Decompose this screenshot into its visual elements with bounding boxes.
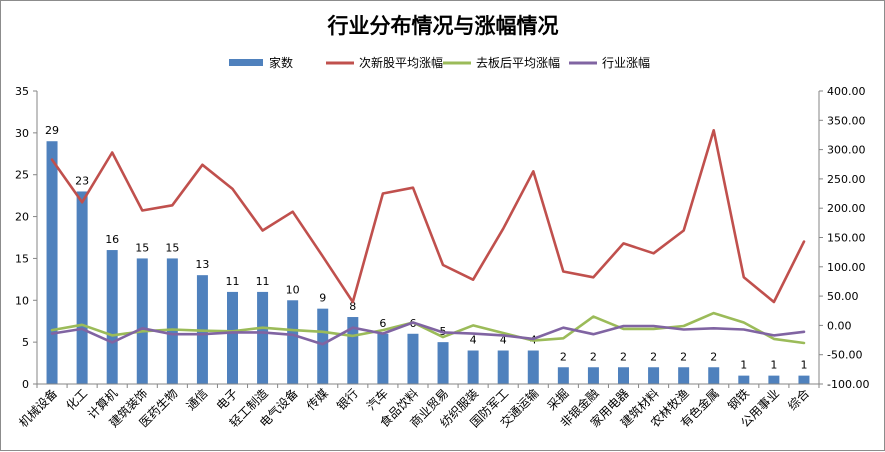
bar-4 <box>167 258 178 384</box>
left-tick-label-3: 15 <box>15 252 29 265</box>
x-category-label-9: 传媒 <box>303 386 331 414</box>
left-tick-label-7: 35 <box>15 85 29 98</box>
bar-25 <box>798 376 809 384</box>
line-series-group <box>52 130 804 344</box>
right-tick-label-2: 0.00 <box>827 319 852 332</box>
legend-label-3: 行业涨幅 <box>602 55 650 70</box>
line-series-1 <box>52 130 804 302</box>
bar-label-23: 1 <box>740 359 747 372</box>
right-tick-label-1: -50.00 <box>827 349 862 362</box>
x-category-label-0: 机械设备 <box>16 386 61 431</box>
right-tick-label-7: 250.00 <box>827 173 866 186</box>
bar-6 <box>227 292 238 384</box>
legend-label-2: 去板后平均涨幅 <box>476 55 560 70</box>
bar-20 <box>648 367 659 384</box>
x-category-label-5: 通信 <box>184 386 211 413</box>
bar-label-22: 2 <box>710 350 717 363</box>
bar-label-19: 2 <box>620 350 627 363</box>
bar-16 <box>528 351 539 384</box>
bar-21 <box>678 367 689 384</box>
x-category-label-11: 汽车 <box>363 386 391 414</box>
legend-label-1: 次新股平均涨幅 <box>359 55 443 70</box>
legend-label-0: 家数 <box>269 55 293 70</box>
right-tick-label-5: 150.00 <box>827 232 866 245</box>
legend-swatch-0 <box>229 59 263 66</box>
bar-22 <box>708 367 719 384</box>
right-tick-label-8: 300.00 <box>827 144 866 157</box>
x-category-label-25: 综合 <box>784 386 812 414</box>
x-category-label-10: 银行 <box>334 386 361 413</box>
bar-label-24: 1 <box>770 359 777 372</box>
bar-11 <box>377 334 388 384</box>
bar-label-25: 1 <box>800 359 807 372</box>
bar-15 <box>498 351 509 384</box>
bar-3 <box>137 258 148 384</box>
bar-label-11: 6 <box>379 317 386 330</box>
bar-1 <box>77 191 88 384</box>
left-tick-label-2: 10 <box>15 294 29 307</box>
bar-label-9: 9 <box>319 292 326 305</box>
bar-label-7: 11 <box>256 275 270 288</box>
bar-label-4: 15 <box>165 241 179 254</box>
bar-19 <box>618 367 629 384</box>
bar-label-8: 10 <box>286 283 300 296</box>
right-tick-label-6: 200.00 <box>827 202 866 215</box>
bar-label-20: 2 <box>650 350 657 363</box>
legend: 家数 次新股平均涨幅 去板后平均涨幅 行业涨幅 <box>229 55 650 70</box>
bar-series <box>47 141 810 384</box>
bar-12 <box>407 334 418 384</box>
right-tick-label-10: 400.00 <box>827 85 866 98</box>
bar-13 <box>438 342 449 384</box>
right-tick-label-9: 350.00 <box>827 114 866 127</box>
bar-18 <box>588 367 599 384</box>
bar-0 <box>47 141 58 384</box>
bar-14 <box>468 351 479 384</box>
chart-title: 行业分布情况与涨幅情况 <box>327 14 559 38</box>
left-tick-label-5: 25 <box>15 169 29 182</box>
right-tick-label-0: -100.00 <box>827 378 869 391</box>
bar-label-3: 15 <box>135 241 149 254</box>
bar-label-21: 2 <box>680 350 687 363</box>
bar-label-1: 23 <box>75 174 89 187</box>
bar-label-18: 2 <box>590 350 597 363</box>
bar-23 <box>738 376 749 384</box>
right-tick-label-3: 50.00 <box>827 290 859 303</box>
bar-24 <box>768 376 779 384</box>
left-tick-label-1: 5 <box>22 336 29 349</box>
bar-label-6: 11 <box>226 275 240 288</box>
bar-17 <box>558 367 569 384</box>
right-axis: -100.00 -50.00 0.00 50.00 100.00 150.00 200.00… <box>819 85 869 391</box>
left-axis: 0 5 10 15 20 25 30 35 <box>15 85 37 391</box>
line-series-3 <box>52 323 804 345</box>
bar-9 <box>317 309 328 384</box>
bar-7 <box>257 292 268 384</box>
left-tick-label-6: 30 <box>15 127 29 140</box>
left-tick-label-0: 0 <box>22 378 29 391</box>
bar-label-5: 13 <box>195 258 209 271</box>
bar-2 <box>107 250 118 384</box>
bar-8 <box>287 300 298 384</box>
bar-label-17: 2 <box>560 350 567 363</box>
left-tick-label-4: 20 <box>15 211 29 224</box>
bar-label-14: 4 <box>470 334 477 347</box>
bar-label-0: 29 <box>45 124 59 137</box>
bar-label-2: 16 <box>105 233 119 246</box>
right-tick-label-4: 100.00 <box>827 261 866 274</box>
x-category-label-17: 采掘 <box>544 386 572 414</box>
x-axis: 机械设备化工计算机建筑装饰医药生物通信电子轻工制造电气设备传媒银行汽车食品饮料商… <box>16 384 819 430</box>
